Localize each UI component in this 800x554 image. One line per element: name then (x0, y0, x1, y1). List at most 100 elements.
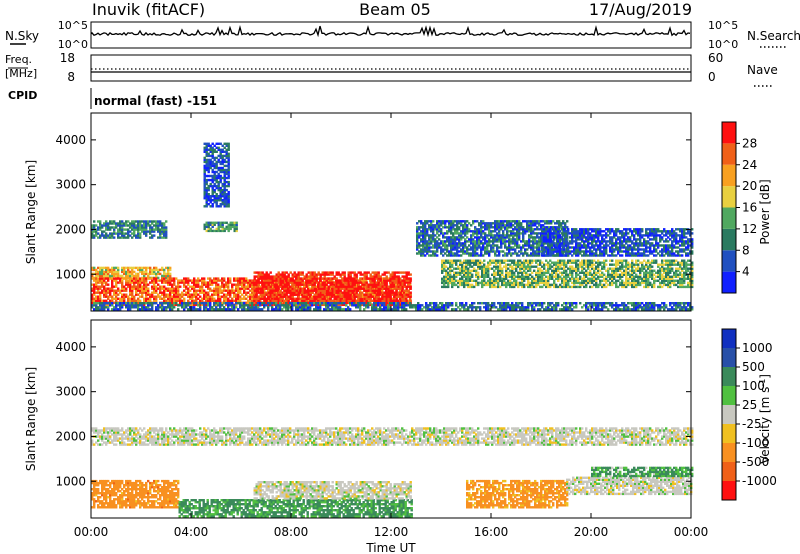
heatmap-cell (673, 232, 676, 235)
heatmap-cell (407, 281, 410, 284)
heatmap-cell (309, 275, 312, 278)
heatmap-cell (599, 232, 602, 235)
heatmap-cell (143, 270, 146, 274)
heatmap-cell (183, 283, 186, 286)
heatmap-cell (179, 281, 182, 284)
heatmap-cell (369, 297, 372, 300)
heatmap-cell (325, 277, 328, 280)
heatmap-cell (97, 270, 100, 274)
heatmap-cell (115, 293, 118, 296)
heatmap-cell (611, 236, 614, 239)
heatmap-cell (516, 244, 519, 247)
heatmap-cell (599, 234, 602, 237)
heatmap-cell (416, 242, 419, 245)
heatmap-cell (504, 224, 507, 227)
heatmap-cell (127, 299, 130, 302)
heatmap-cell (327, 285, 330, 288)
heatmap-cell (639, 232, 642, 235)
heatmap-cell (587, 238, 590, 241)
heatmap-cell (341, 303, 344, 306)
heatmap-cell (436, 232, 439, 235)
heatmap-cell (502, 242, 505, 245)
heatmap-cell (589, 242, 592, 245)
heatmap-cell (549, 238, 552, 241)
heatmap-cell (261, 273, 264, 276)
heatmap-cell (395, 271, 398, 274)
heatmap-cell (545, 234, 548, 237)
heatmap-cell (567, 254, 570, 257)
heatmap-cell (438, 224, 441, 227)
heatmap-cell (229, 221, 232, 224)
heatmap-cell (522, 238, 525, 241)
heatmap-cell (277, 293, 280, 296)
heatmap-cell (117, 266, 120, 270)
heatmap-cell (149, 297, 152, 300)
heatmap-cell (115, 270, 118, 274)
heatmap-cell (281, 287, 284, 290)
heatmap-cell (619, 250, 622, 253)
heatmap-cell (562, 234, 565, 237)
heatmap-cell (442, 220, 445, 223)
heatmap-cell (95, 283, 98, 286)
heatmap-cell (581, 230, 584, 233)
heatmap-cell (422, 226, 425, 229)
heatmap-cell (492, 226, 495, 229)
heatmap-cell (508, 236, 511, 239)
heatmap-cell (313, 285, 316, 288)
heatmap-cell (428, 238, 431, 241)
heatmap-cell (157, 287, 160, 290)
heatmap-cell (295, 285, 298, 288)
heatmap-cell (167, 281, 170, 284)
heatmap-cell (271, 299, 274, 302)
heatmap-cell (259, 273, 262, 276)
heatmap-cell (631, 250, 634, 253)
heatmap-cell (283, 275, 286, 278)
heatmap-cell (681, 232, 684, 235)
heatmap-cell (452, 226, 455, 229)
heatmap-cell (442, 236, 445, 239)
heatmap-cell (113, 268, 116, 272)
heatmap-cell (221, 289, 224, 292)
heatmap-cell (107, 236, 110, 239)
heatmap-cell (91, 283, 94, 286)
heatmap-cell (661, 236, 664, 239)
heatmap-cell (285, 299, 288, 302)
heatmap-cell (399, 289, 402, 292)
heatmap-cell (639, 234, 642, 237)
heatmap-cell (221, 225, 224, 229)
heatmap-cell (147, 289, 150, 292)
heatmap-cell (303, 277, 306, 280)
heatmap-cell (482, 230, 485, 233)
heatmap-cell (135, 234, 138, 237)
heatmap-cell (448, 230, 451, 233)
heatmap-cell (285, 279, 288, 282)
heatmap-cell (111, 281, 114, 284)
heatmap-cell (432, 226, 435, 229)
heatmap-cell (661, 254, 664, 257)
heatmap-cell (245, 277, 248, 280)
heatmap-cell (557, 234, 560, 237)
heatmap-cell (502, 238, 505, 241)
heatmap-cell (641, 248, 644, 251)
heatmap-cell (171, 279, 174, 282)
heatmap-cell (145, 222, 148, 225)
heatmap-cell (671, 234, 674, 237)
heatmap-cell (553, 238, 556, 241)
heatmap-cell (579, 242, 582, 245)
heatmap-cell (444, 244, 447, 247)
heatmap-cell (107, 279, 110, 282)
heatmap-cell (237, 287, 240, 290)
heatmap-cell (575, 236, 578, 239)
heatmap-cell (109, 228, 112, 231)
heatmap-cell (418, 250, 421, 253)
beam-title: Beam 05 (359, 0, 431, 19)
heatmap-cell (291, 293, 294, 296)
heatmap-cell (442, 232, 445, 235)
heatmap-cell (105, 220, 108, 223)
heatmap-cell (213, 293, 216, 296)
heatmap-cell (135, 277, 138, 280)
heatmap-cell (137, 232, 140, 235)
heatmap-cell (486, 234, 489, 237)
heatmap-cell (369, 285, 372, 288)
heatmap-cell (325, 281, 328, 284)
